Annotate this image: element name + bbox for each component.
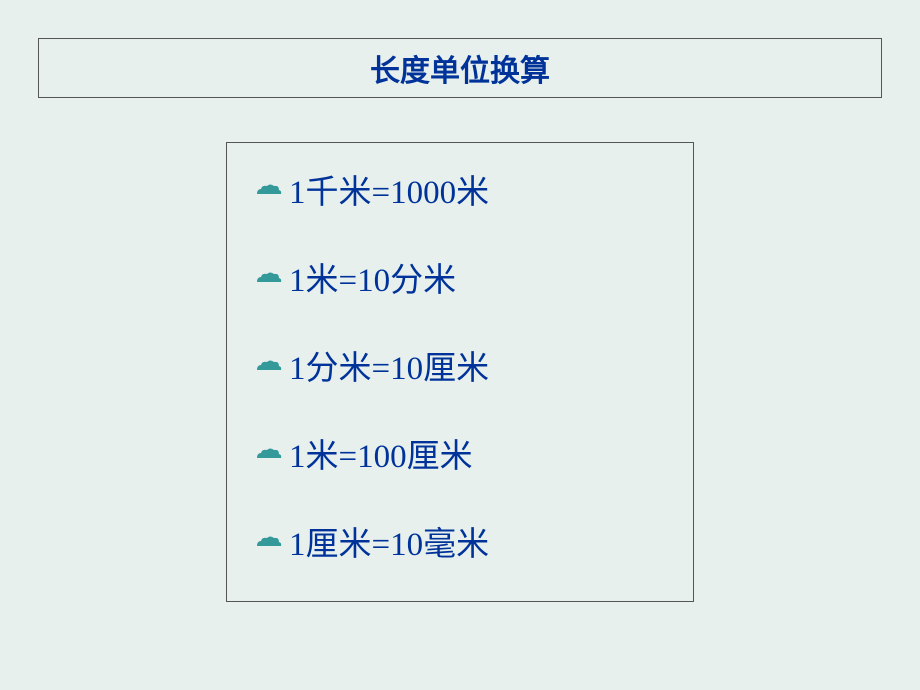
- cloud-bullet-icon: [255, 182, 283, 196]
- cloud-bullet-icon: [255, 270, 283, 284]
- title-container: 长度单位换算: [38, 38, 882, 98]
- cloud-bullet-icon: [255, 446, 283, 460]
- conversion-text: 1分米=10厘米: [289, 341, 489, 389]
- conversion-text: 1米=100厘米: [289, 429, 473, 477]
- list-item: 1千米=1000米: [255, 165, 665, 213]
- conversion-text: 1千米=1000米: [289, 165, 489, 213]
- list-item: 1分米=10厘米: [255, 341, 665, 389]
- list-item: 1米=100厘米: [255, 429, 665, 477]
- list-item: 1米=10分米: [255, 253, 665, 301]
- content-container: 1千米=1000米 1米=10分米 1分米=10厘米 1米=100厘米: [226, 142, 694, 602]
- cloud-bullet-icon: [255, 534, 283, 548]
- conversion-text: 1米=10分米: [289, 253, 456, 301]
- page-title: 长度单位换算: [370, 46, 550, 90]
- list-item: 1厘米=10毫米: [255, 517, 665, 565]
- cloud-bullet-icon: [255, 358, 283, 372]
- conversion-text: 1厘米=10毫米: [289, 517, 489, 565]
